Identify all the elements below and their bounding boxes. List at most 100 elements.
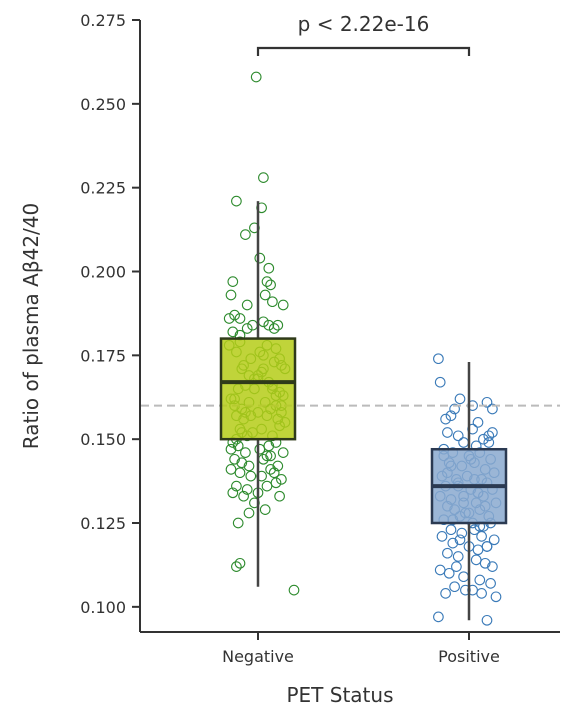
data-point-negative <box>261 276 273 287</box>
data-point-negative <box>234 467 246 479</box>
data-point-positive <box>485 578 496 589</box>
data-point-negative <box>236 457 248 469</box>
data-point-negative <box>229 309 240 321</box>
data-point-negative <box>240 447 251 458</box>
data-point-negative <box>265 464 276 475</box>
data-point-negative <box>240 229 251 240</box>
data-point-negative <box>227 276 239 287</box>
data-point-negative <box>225 464 237 475</box>
data-point-positive <box>481 396 493 408</box>
data-point-negative <box>259 289 271 301</box>
data-point-positive <box>454 393 466 405</box>
data-point-negative <box>258 172 269 183</box>
data-point-negative <box>243 507 255 519</box>
data-point-positive <box>490 591 502 603</box>
data-point-positive <box>481 541 493 552</box>
data-point-negative <box>232 517 244 529</box>
data-point-negative <box>277 447 289 458</box>
significance-bracket <box>256 46 471 56</box>
data-point-negative <box>259 504 271 515</box>
data-point-positive <box>434 376 446 388</box>
data-point-negative <box>238 490 249 502</box>
data-point-positive <box>447 537 459 549</box>
significance-label: p < 2.22e-16 <box>298 12 430 36</box>
data-point-negative <box>267 296 278 308</box>
data-point-positive <box>483 430 495 442</box>
data-point-positive <box>434 564 446 576</box>
data-point-positive <box>449 403 460 415</box>
y-tick-label: 0.125 <box>80 514 126 533</box>
data-point-negative <box>268 467 280 479</box>
data-point-negative <box>276 474 287 485</box>
data-point-positive <box>488 534 500 546</box>
data-point-negative <box>232 440 244 452</box>
data-point-negative <box>272 460 284 472</box>
data-point-negative <box>265 279 276 291</box>
points-layer <box>223 71 502 626</box>
data-point-negative <box>261 450 273 462</box>
data-point-negative <box>223 313 235 324</box>
data-point-positive <box>443 567 455 579</box>
y-tick-label: 0.100 <box>80 598 126 617</box>
data-point-negative <box>225 443 237 455</box>
data-point-positive <box>433 353 444 365</box>
data-point-negative <box>254 252 266 264</box>
data-point-positive <box>476 531 487 542</box>
data-point-negative <box>263 262 275 274</box>
y-tick-label: 0.150 <box>80 430 126 449</box>
data-point-negative <box>268 323 280 334</box>
data-point-positive <box>442 547 453 559</box>
data-point-negative <box>265 450 276 462</box>
data-point-positive <box>440 588 451 599</box>
y-tick-label: 0.225 <box>80 179 126 198</box>
data-point-positive <box>479 557 491 569</box>
y-tick-label: 0.175 <box>80 346 126 365</box>
data-point-negative <box>263 440 275 452</box>
data-point-negative <box>272 319 284 331</box>
data-point-positive <box>487 427 498 438</box>
box-negative <box>219 337 297 441</box>
data-point-positive <box>449 581 460 593</box>
data-point-positive <box>476 588 487 599</box>
data-point-negative <box>227 487 239 499</box>
y-tick-label: 0.200 <box>80 263 126 282</box>
data-point-positive <box>478 433 489 445</box>
data-point-positive <box>487 561 498 572</box>
data-point-positive <box>458 571 469 583</box>
data-point-negative <box>243 460 255 472</box>
data-point-positive <box>483 437 495 448</box>
data-point-negative <box>241 484 253 495</box>
data-point-negative <box>247 319 258 331</box>
data-point-positive <box>451 561 462 572</box>
data-point-positive <box>440 413 451 425</box>
data-point-negative <box>234 557 246 569</box>
data-point-negative <box>231 195 242 207</box>
data-point-positive <box>452 551 464 562</box>
boxes-layer <box>219 201 508 621</box>
data-point-negative <box>245 470 257 482</box>
data-point-positive <box>452 430 464 442</box>
data-point-negative <box>229 453 240 465</box>
data-point-negative <box>288 584 300 596</box>
data-point-positive <box>470 554 482 566</box>
data-point-negative <box>274 490 285 502</box>
data-point-negative <box>270 477 282 489</box>
data-point-positive <box>436 531 448 542</box>
data-point-positive <box>458 437 469 448</box>
y-tick-label: 0.250 <box>80 95 126 114</box>
data-point-positive <box>433 611 444 623</box>
data-point-negative <box>241 299 253 311</box>
data-point-negative <box>250 71 262 83</box>
data-point-positive <box>445 410 457 422</box>
data-point-negative <box>231 561 242 572</box>
data-point-positive <box>472 544 484 556</box>
x-axis-title: PET Status <box>286 683 393 707</box>
data-point-negative <box>234 313 246 324</box>
data-point-negative <box>227 326 239 338</box>
data-point-positive <box>454 534 466 546</box>
y-axis-title: Ratio of plasma Aβ42/40 <box>19 203 43 449</box>
data-point-positive <box>472 417 484 428</box>
x-tick-label-positive: Positive <box>438 647 500 666</box>
data-point-positive <box>481 614 493 626</box>
